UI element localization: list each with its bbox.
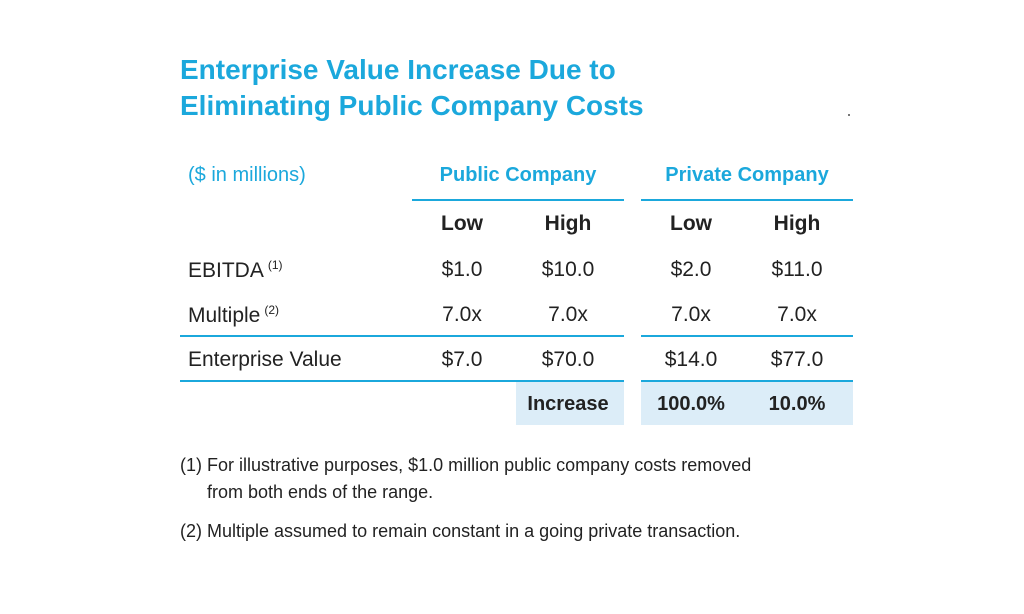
cell-private-high: $11.0 (771, 258, 823, 281)
increase-values-box (641, 382, 853, 425)
row-label-text: Enterprise Value (188, 348, 342, 371)
cell-public-high: $10.0 (541, 258, 595, 281)
footnote-2-line-1: (2) Multiple assumed to remain constant … (180, 521, 741, 541)
column-header-private-low: Low (670, 212, 712, 235)
increase-low-value: 100.0% (657, 393, 725, 415)
cell-public-low: 7.0x (442, 303, 482, 326)
column-header-public-low: Low (441, 212, 483, 235)
cell-public-low: $7.0 (441, 348, 483, 371)
cell-public-high: $70.0 (541, 348, 595, 371)
row-divider-right (641, 335, 853, 337)
footnote-2: (2) Multiple assumed to remain constant … (180, 518, 740, 545)
cell-public-high: 7.0x (548, 303, 588, 326)
units-label: ($ in millions) (188, 164, 306, 186)
cell-public-low: $1.0 (441, 258, 483, 281)
total-divider-right (641, 380, 853, 382)
footnote-1-line-1: (1) For illustrative purposes, $1.0 mill… (180, 455, 752, 475)
cell-private-low: 7.0x (671, 303, 711, 326)
row-label-ebitda: EBITDA (1) (188, 258, 283, 283)
footnote-1: (1) For illustrative purposes, $1.0 mill… (180, 452, 751, 506)
increase-high-value: 10.0% (768, 393, 826, 415)
row-divider-left (180, 335, 624, 337)
cell-private-high: 7.0x (777, 303, 817, 326)
title-line-2: Eliminating Public Company Costs (180, 90, 644, 121)
group-header-private: Private Company (665, 164, 829, 186)
group-underline-public (412, 199, 624, 201)
cell-private-low: $2.0 (670, 258, 712, 281)
cell-private-high: $77.0 (770, 348, 824, 371)
row-label-enterprise-value: Enterprise Value (188, 348, 342, 372)
increase-label-box (516, 382, 624, 425)
title-line-1: Enterprise Value Increase Due to (180, 54, 616, 85)
group-header-public: Public Company (439, 164, 597, 186)
footnote-1-line-2: from both ends of the range. (207, 482, 434, 502)
footnote-ref: (1) (267, 258, 283, 272)
page-title: Enterprise Value Increase Due to Elimina… (180, 52, 880, 124)
row-label-text: EBITDA (188, 259, 264, 282)
row-label-multiple: Multiple (2) (188, 303, 279, 328)
column-header-public-high: High (544, 212, 592, 235)
stray-dot (848, 114, 850, 116)
group-underline-private (641, 199, 853, 201)
footnote-ref: (2) (264, 303, 280, 317)
total-divider-left (180, 380, 624, 382)
cell-private-low: $14.0 (664, 348, 718, 371)
column-header-private-high: High (773, 212, 821, 235)
row-label-text: Multiple (188, 304, 261, 327)
increase-label: Increase (527, 393, 609, 415)
